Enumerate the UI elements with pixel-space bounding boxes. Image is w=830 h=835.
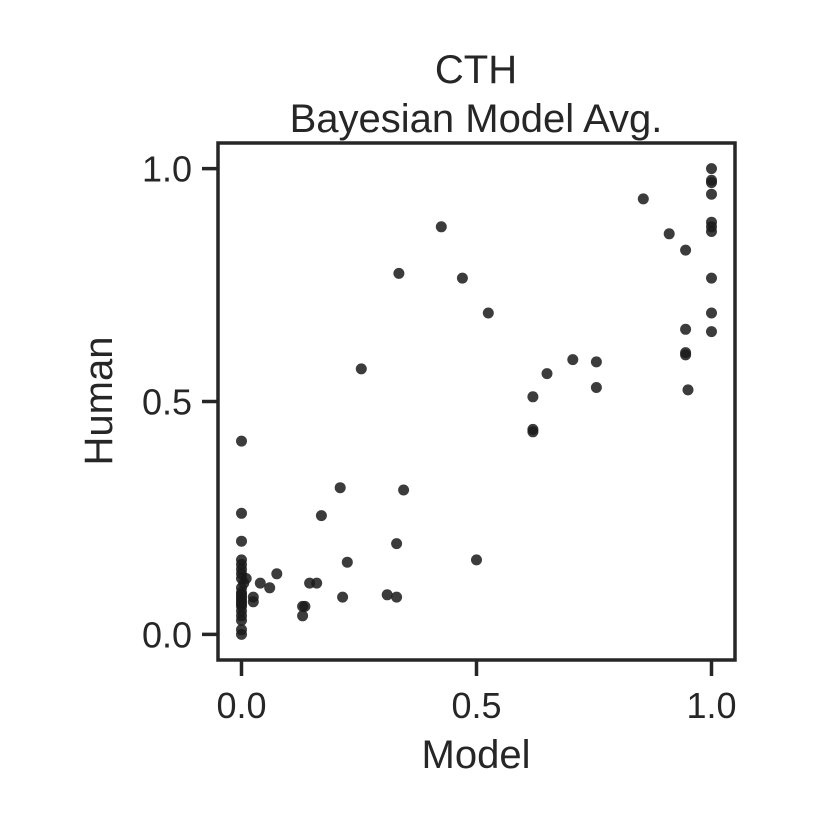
data-point [680,347,692,359]
data-point [435,221,447,233]
data-point [706,307,717,319]
x-tick-label: 0.5 [451,685,501,726]
data-point [236,507,247,519]
data-point [706,188,717,200]
data-point [236,435,247,447]
data-point [456,272,468,284]
x-tick-label: 1.0 [686,685,736,726]
y-axis-label: Human [77,337,121,466]
data-point [240,573,252,584]
data-point [527,426,539,438]
data-point [398,484,410,496]
x-axis-ticks: 0.0 0.5 1.0 [216,660,737,726]
data-point [341,556,353,568]
data-point [381,589,393,601]
data-point [706,326,717,338]
data-point [706,272,717,284]
data-point [355,363,367,375]
data-point [682,384,694,396]
chart-title: CTH [435,48,517,92]
data-point [299,600,311,612]
data-point [391,538,403,550]
data-point [706,163,717,175]
y-tick-label: 0.5 [142,382,192,423]
data-point [541,368,553,380]
y-axis-ticks: 0.0 0.5 1.0 [142,149,218,655]
data-point [236,628,247,640]
data-point [247,596,259,608]
data-point [637,193,649,205]
x-axis-label: Model [422,733,531,777]
x-tick-label: 0.0 [216,685,266,726]
data-point [393,267,405,279]
data-point [590,356,602,368]
y-tick-label: 1.0 [142,149,192,190]
data-point [254,577,266,589]
y-tick-label: 0.0 [142,614,192,655]
plot-frame [216,141,737,662]
data-point [391,591,403,603]
data-point [297,610,309,622]
data-point [706,226,717,237]
data-point [527,391,539,403]
data-point [680,244,692,256]
data-point [663,228,675,240]
data-point [311,577,323,589]
data-point [264,582,276,594]
data-point [315,510,327,522]
chart-subtitle: Bayesian Model Avg. [290,97,663,141]
data-point [271,568,283,580]
data-point [590,382,602,393]
data-point [236,535,247,547]
data-point [471,554,482,566]
data-point [680,323,692,335]
data-point [337,591,349,603]
scatter-points [236,163,717,640]
data-point [567,354,579,366]
data-point [236,614,247,626]
data-point [706,177,717,189]
data-point [334,482,346,494]
data-point [482,307,494,319]
